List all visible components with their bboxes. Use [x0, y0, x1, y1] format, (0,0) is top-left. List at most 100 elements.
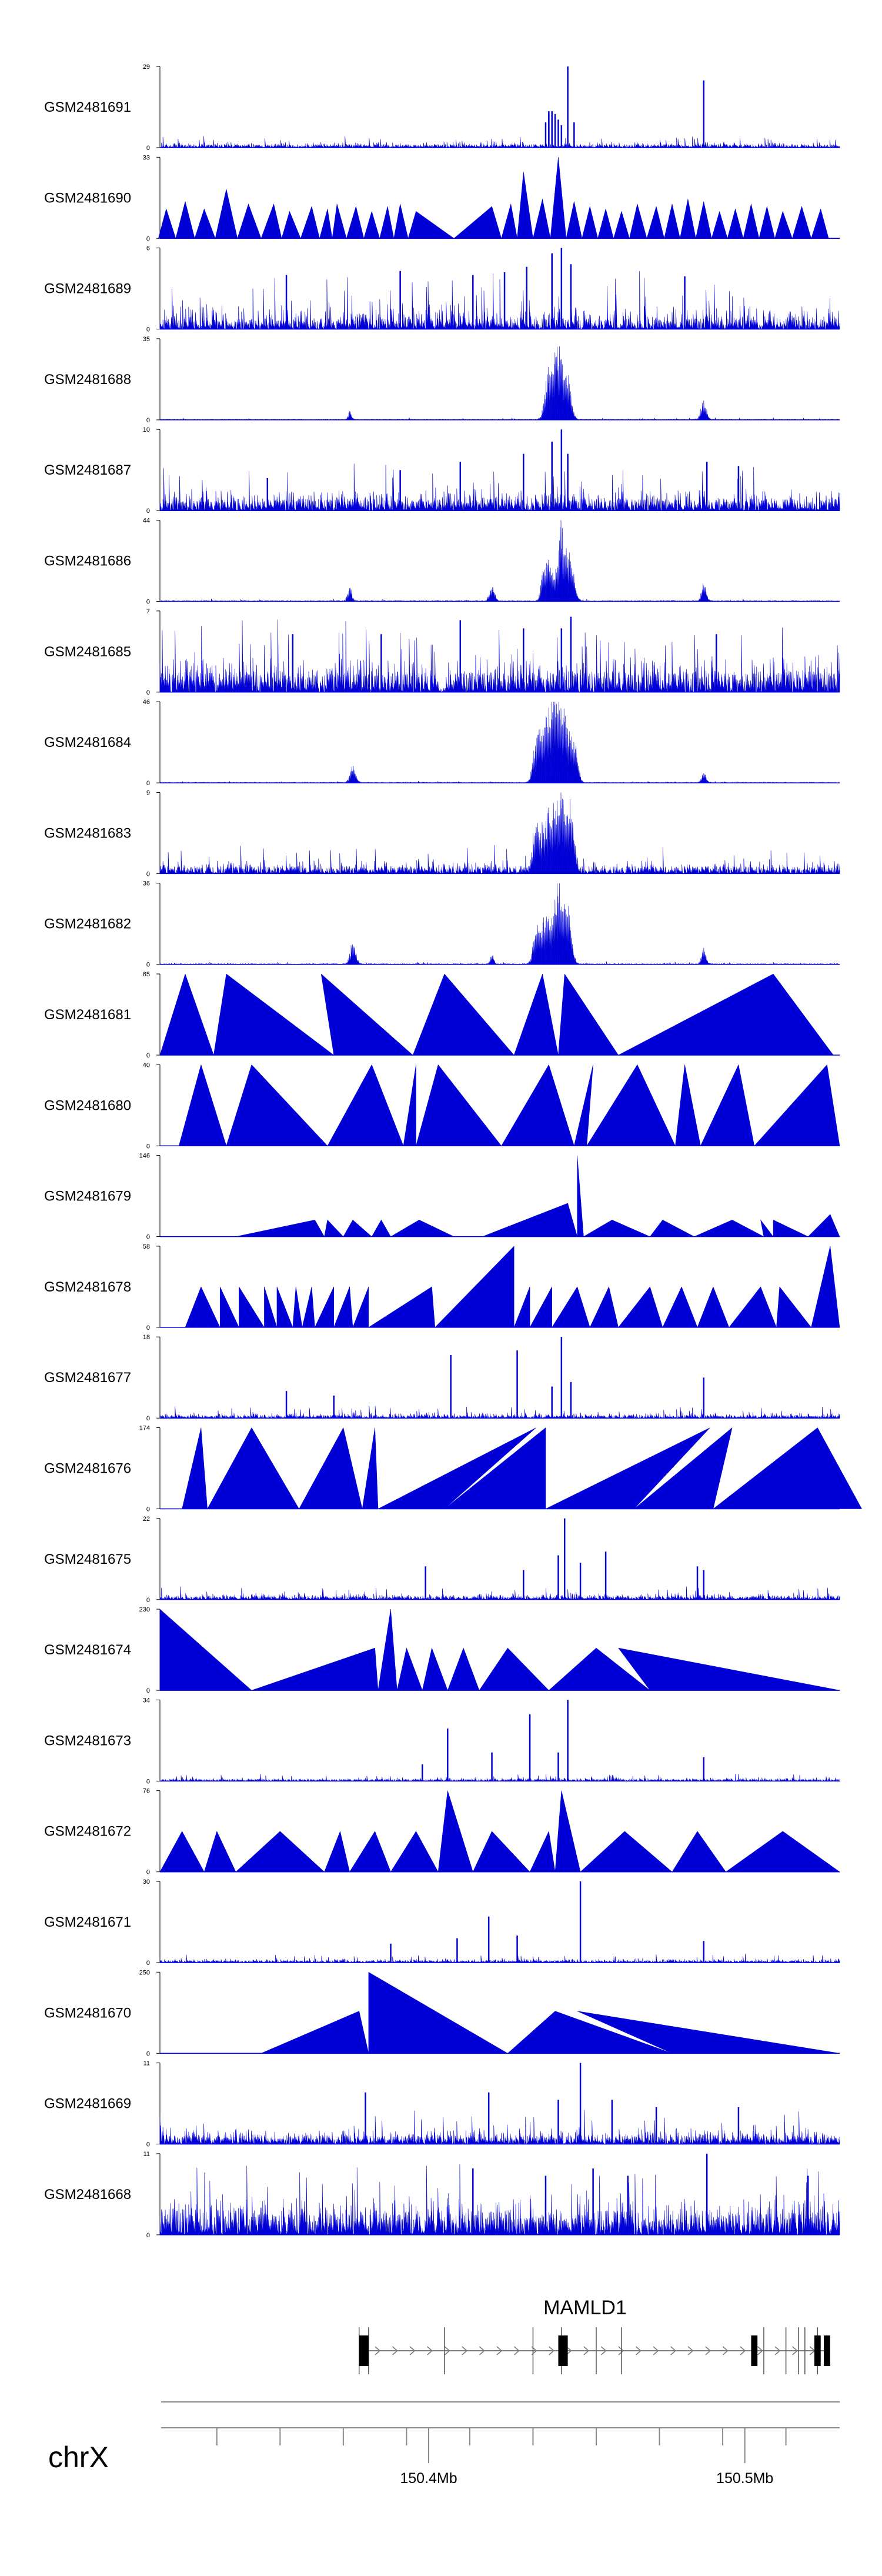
y-min-label: 0 — [146, 1869, 150, 1876]
signal-area — [159, 1953, 840, 1964]
track-GSM2481679: GSM2481679 146 0 — [44, 1153, 840, 1241]
signal-triangle — [444, 1427, 546, 1509]
signal-area — [159, 2110, 840, 2145]
signal-triangle — [333, 1286, 353, 1328]
signal-triangle — [580, 1831, 673, 1872]
signal-triangle — [513, 973, 559, 1056]
gene-structure — [358, 2327, 830, 2374]
signal-triangle — [207, 1427, 300, 1509]
track-GSM2481690: GSM2481690 33 0 — [44, 154, 840, 242]
signal-triangle — [226, 1064, 328, 1146]
signal-triangle — [577, 2011, 840, 2054]
track-GSM2481680: GSM2481680 40 0 — [44, 1062, 840, 1150]
track-label: GSM2481685 — [44, 644, 131, 660]
gene-strand-arrow — [774, 2346, 781, 2355]
y-max-label: 36 — [143, 880, 150, 887]
signal-triangle — [292, 1286, 303, 1328]
y-min-label: 0 — [146, 1324, 150, 1332]
y-max-label: 7 — [146, 608, 150, 615]
track-GSM2481689: GSM2481689 6 0 — [44, 245, 840, 333]
signal-area — [159, 619, 840, 693]
signal-triangle — [548, 1647, 651, 1691]
signal-area — [159, 271, 840, 330]
y-min-label: 0 — [146, 962, 150, 969]
signal-triangle — [412, 973, 514, 1056]
track-GSM2481687: GSM2481687 10 0 — [44, 426, 840, 515]
y-min-label: 0 — [146, 417, 150, 424]
signal-triangle — [159, 1831, 205, 1872]
signal-triangle — [379, 206, 395, 239]
signal-triangle — [319, 209, 333, 239]
signal-triangle — [422, 1647, 448, 1691]
track-label: GSM2481683 — [44, 825, 131, 841]
y-max-label: 18 — [143, 1334, 150, 1341]
y-max-label: 9 — [146, 789, 150, 796]
signal-triangle — [507, 2011, 673, 2054]
y-max-label: 33 — [143, 154, 150, 161]
signal-triangle — [529, 1286, 552, 1328]
y-min-label: 0 — [146, 235, 150, 242]
track-GSM2481683: GSM2481683 9 0 — [44, 789, 840, 877]
signal-triangle — [479, 1647, 549, 1691]
gene-strand-arrow — [549, 2346, 554, 2355]
signal-tracks: GSM2481691290GSM2481690330GSM248168960GS… — [44, 64, 863, 2239]
signal-triangle — [175, 201, 195, 239]
signal-triangle — [513, 1286, 530, 1328]
signal-triangle — [299, 1427, 363, 1509]
signal-triangle — [671, 1831, 726, 1872]
signal-triangle — [203, 1831, 236, 1872]
signal-area — [159, 1773, 840, 1782]
track-label: GSM2481684 — [44, 735, 131, 750]
track-label: GSM2481679 — [44, 1189, 131, 1204]
signal-triangle — [574, 1065, 593, 1146]
gene-strand-arrow — [409, 2346, 416, 2355]
track-label: GSM2481671 — [44, 1914, 131, 1930]
gene-track: MAMLD1 — [358, 2297, 830, 2374]
signal-triangle — [577, 1155, 584, 1237]
track-label: GSM2481680 — [44, 1097, 131, 1113]
axis-tick-label: 150.5Mb — [716, 2470, 773, 2487]
y-min-label: 0 — [146, 1143, 150, 1150]
signal-triangle — [185, 1286, 220, 1328]
signal-triangle — [158, 208, 176, 239]
track-label: GSM2481668 — [44, 2187, 131, 2203]
signal-triangle — [646, 205, 664, 239]
gene-strand-arrow — [792, 2346, 798, 2355]
y-max-label: 10 — [143, 426, 150, 433]
signal-triangle — [711, 211, 728, 239]
track-GSM2481669: GSM2481669 11 0 — [44, 2060, 840, 2148]
y-max-label: 30 — [143, 1878, 150, 1886]
signal-triangle — [390, 1219, 455, 1237]
signal-triangle — [545, 1427, 710, 1509]
signal-triangle — [759, 206, 776, 239]
signal-triangle — [675, 1065, 701, 1146]
gene-strand-arrow — [670, 2346, 676, 2355]
track-label: GSM2481687 — [44, 462, 131, 478]
track-label: GSM2481670 — [44, 2005, 131, 2021]
y-max-label: 146 — [139, 1153, 150, 1160]
signal-triangle — [396, 1647, 423, 1691]
signal-triangle — [618, 1286, 663, 1328]
track-label: GSM2481675 — [44, 1551, 131, 1567]
track-GSM2481674: GSM2481674 230 0 — [44, 1606, 840, 1694]
track-label: GSM2481674 — [44, 1642, 131, 1658]
y-min-label: 0 — [146, 599, 150, 606]
signal-area — [159, 883, 840, 965]
gene-strand-arrow — [757, 2346, 763, 2355]
gene-exon — [558, 2335, 568, 2366]
gene-strand-arrow — [618, 2346, 624, 2355]
track-label: GSM2481677 — [44, 1370, 131, 1386]
y-max-label: 35 — [143, 336, 150, 343]
y-min-label: 0 — [146, 1597, 150, 1604]
gene-name: MAMLD1 — [543, 2297, 627, 2319]
signal-triangle — [700, 1064, 755, 1146]
y-max-label: 29 — [143, 64, 150, 71]
track-GSM2481671: GSM2481671 30 0 — [44, 1878, 840, 1967]
signal-triangle — [629, 203, 647, 239]
signal-triangle — [501, 203, 517, 239]
y-min-label: 0 — [146, 870, 150, 877]
track-label: GSM2481681 — [44, 1007, 131, 1023]
signal-triangle — [416, 1064, 502, 1146]
y-max-label: 44 — [143, 518, 150, 525]
